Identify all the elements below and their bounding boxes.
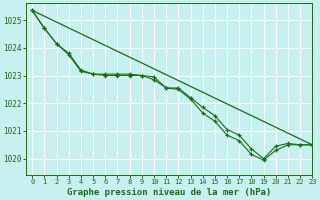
X-axis label: Graphe pression niveau de la mer (hPa): Graphe pression niveau de la mer (hPa)	[67, 188, 271, 197]
